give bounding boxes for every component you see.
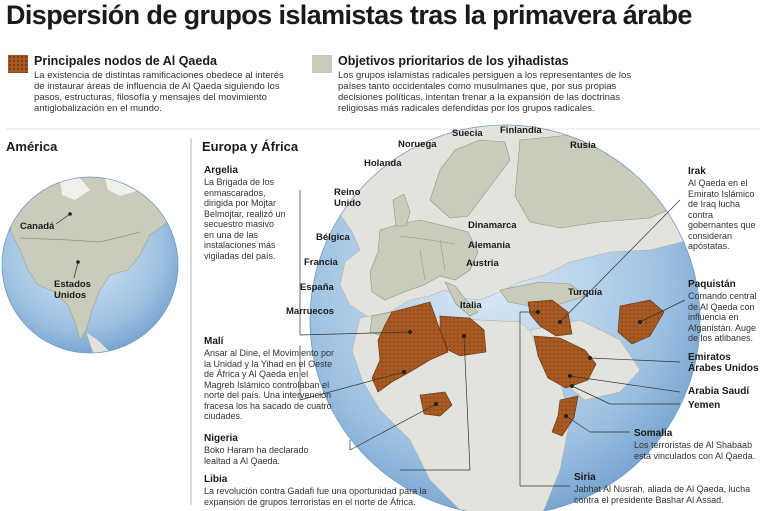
annotation-somalia-text: Los terroristas de Al Shabaab está vincu… — [634, 440, 756, 461]
annotation-nigeria-text: Boko Haram ha declarado lealtad a Al Qae… — [204, 445, 309, 466]
annotation-paquistan-text: Comando central de Al Qaeda con influenc… — [688, 291, 757, 343]
annotation-mali-heading: Malí — [204, 336, 224, 347]
america-globe — [1, 176, 179, 354]
country-label-francia: Francia — [304, 257, 338, 268]
annotation-somalia-heading: Somalia — [634, 428, 673, 439]
country-label-reino-unido: Reino Unido — [334, 187, 361, 209]
country-label-austria: Austria — [466, 258, 499, 269]
objetivos-legend-heading: Objetivos prioritarios de los yihadistas — [338, 54, 569, 68]
country-label-dinamarca: Dinamarca — [468, 220, 517, 231]
annotation-arabia-heading: Arabia Saudí — [688, 386, 750, 397]
qaeda-legend-heading: Principales nodos de Al Qaeda — [34, 54, 217, 68]
annotation-emiratos-heading: Emiratos Árabes Unidos — [688, 352, 759, 374]
qaeda-legend-text: La existencia de distintas ramificacione… — [34, 70, 284, 114]
map-title: Dispersión de grupos islamistas tras la … — [6, 0, 692, 30]
annotation-argelia-text: La Brigada de los enmascarados, dirigida… — [204, 177, 286, 261]
objetivos-legend-swatch — [312, 55, 332, 73]
annotation-libia-heading: Libia — [204, 474, 228, 485]
country-label-espana: España — [300, 282, 334, 293]
annotation-siria-heading: Siria — [574, 472, 596, 483]
country-label-rusia: Rusia — [570, 140, 596, 151]
country-label-alemania: Alemania — [468, 240, 511, 251]
annotation-nigeria-heading: Nigeria — [204, 433, 238, 444]
country-label-belgica: Bélgica — [316, 232, 350, 243]
america-heading: América — [6, 139, 58, 154]
country-label-eeuu: Estados Unidos — [54, 279, 91, 301]
qaeda-legend-swatch — [8, 55, 28, 73]
annotation-irak-heading: Irak — [688, 166, 706, 177]
country-label-marruecos: Marruecos — [286, 306, 335, 317]
annotation-libia-text: La revolución contra Gadafi fue una opor… — [204, 486, 427, 507]
country-label-turquia: Turquía — [568, 287, 603, 298]
country-label-noruega: Noruega — [398, 139, 437, 150]
annotation-paquistan-heading: Paquistán — [688, 279, 736, 290]
annotation-siria-text: Jabhat Al Nusrah, aliada de Al Qaeda, lu… — [574, 484, 751, 505]
europa-africa-heading: Europa y África — [202, 139, 299, 154]
annotation-mali-text: Ansar al Dine, el Movimiento por la Unid… — [204, 348, 335, 421]
country-label-holanda: Holanda — [364, 158, 402, 169]
annotation-yemen-heading: Yemen — [688, 400, 721, 411]
country-label-italia: Italia — [460, 300, 482, 311]
country-label-suecia: Suecia — [452, 128, 483, 139]
annotation-irak-text: Al Qaeda en el Emirato Islámico de Iraq … — [688, 178, 756, 251]
country-label-canada: Canadá — [20, 221, 55, 232]
country-label-finlandia: Finlandia — [500, 125, 542, 136]
annotation-argelia-heading: Argelia — [204, 165, 238, 176]
objetivos-legend-text: Los grupos islamistas radicales persigue… — [338, 70, 632, 114]
